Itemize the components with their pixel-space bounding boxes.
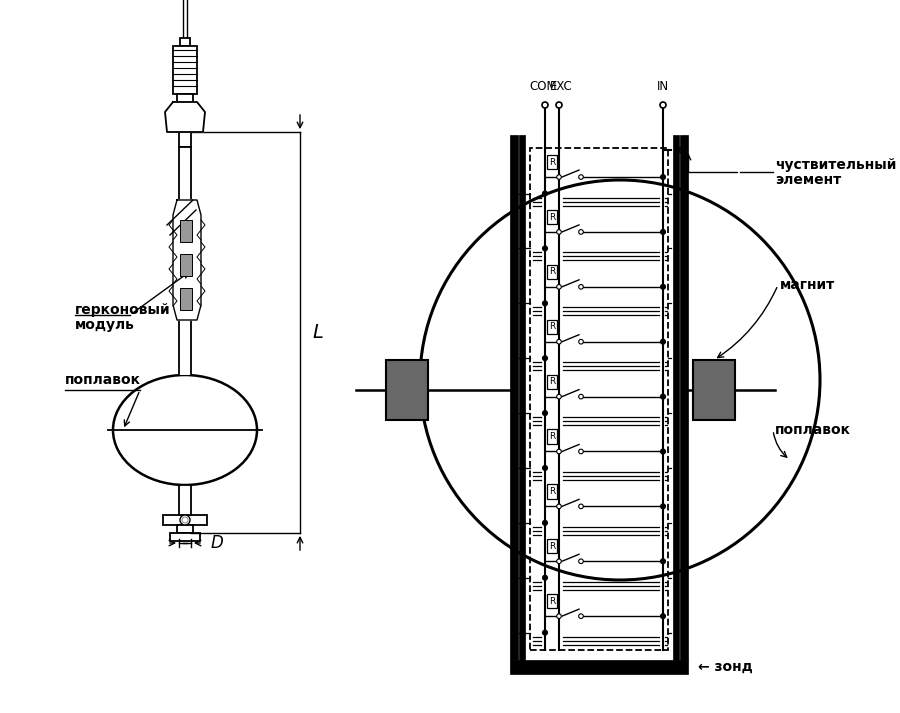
Circle shape — [543, 356, 547, 361]
Text: поплавок: поплавок — [775, 423, 851, 437]
Bar — [519, 135, 525, 660]
Text: R: R — [549, 597, 555, 606]
Bar — [173, 46, 197, 94]
Bar — [179, 132, 191, 147]
Bar — [386, 360, 428, 420]
Bar — [179, 267, 191, 375]
Text: R: R — [549, 322, 555, 332]
Bar — [547, 374, 557, 389]
Bar — [163, 515, 207, 525]
Circle shape — [557, 504, 562, 508]
Circle shape — [579, 394, 583, 399]
Bar — [179, 147, 191, 267]
Circle shape — [557, 614, 562, 618]
Circle shape — [543, 246, 547, 251]
Circle shape — [557, 339, 562, 344]
Text: R: R — [549, 432, 555, 441]
Circle shape — [661, 559, 665, 564]
Bar — [510, 660, 688, 674]
Circle shape — [557, 230, 562, 235]
Circle shape — [661, 614, 665, 619]
Bar — [180, 254, 192, 276]
Text: R: R — [549, 487, 555, 496]
Circle shape — [180, 515, 190, 525]
Circle shape — [543, 301, 547, 306]
Text: R: R — [549, 158, 555, 167]
Bar — [177, 94, 193, 102]
Text: элемент: элемент — [775, 173, 842, 187]
Circle shape — [661, 504, 665, 509]
Circle shape — [557, 394, 562, 399]
Text: D: D — [211, 534, 224, 552]
Circle shape — [557, 175, 562, 180]
Bar — [673, 135, 679, 660]
Text: модуль: модуль — [75, 318, 135, 332]
Circle shape — [543, 630, 547, 635]
Polygon shape — [173, 200, 201, 320]
Bar — [510, 135, 518, 660]
Text: R: R — [549, 267, 555, 277]
Circle shape — [556, 102, 562, 108]
Circle shape — [420, 180, 820, 580]
Bar — [180, 220, 192, 242]
Circle shape — [543, 575, 547, 580]
Bar — [547, 210, 557, 224]
Circle shape — [557, 284, 562, 289]
Circle shape — [660, 102, 666, 108]
Circle shape — [579, 449, 583, 453]
Ellipse shape — [113, 375, 257, 485]
Circle shape — [182, 517, 188, 523]
Circle shape — [579, 339, 583, 344]
Circle shape — [661, 175, 665, 180]
Polygon shape — [165, 102, 205, 132]
Circle shape — [661, 230, 665, 235]
Text: EXC: EXC — [550, 80, 572, 93]
Circle shape — [543, 520, 547, 525]
Circle shape — [661, 449, 665, 454]
Circle shape — [579, 230, 583, 235]
Circle shape — [661, 394, 665, 399]
Circle shape — [579, 175, 583, 180]
Bar — [547, 265, 557, 279]
Circle shape — [579, 614, 583, 618]
Text: герконовый: герконовый — [75, 303, 171, 317]
Text: COM: COM — [529, 80, 557, 93]
Circle shape — [579, 559, 583, 563]
Text: магнит: магнит — [780, 278, 835, 292]
Circle shape — [543, 411, 547, 416]
Bar — [547, 155, 557, 169]
Bar — [177, 525, 193, 533]
Bar — [530, 148, 668, 650]
Bar — [547, 429, 557, 443]
Circle shape — [543, 466, 547, 471]
Bar — [179, 485, 191, 515]
Bar — [180, 288, 192, 310]
Bar — [170, 533, 200, 541]
Bar — [547, 539, 557, 553]
Text: поплавок: поплавок — [65, 373, 141, 387]
Bar — [680, 135, 688, 660]
Bar — [180, 38, 190, 46]
Text: R: R — [549, 212, 555, 222]
Circle shape — [579, 504, 583, 508]
Text: ← зонд: ← зонд — [698, 660, 752, 674]
Bar — [547, 594, 557, 608]
Bar — [693, 360, 735, 420]
Bar — [547, 484, 557, 498]
Circle shape — [543, 191, 547, 196]
Circle shape — [557, 449, 562, 453]
Circle shape — [579, 284, 583, 289]
Text: R: R — [549, 542, 555, 551]
Circle shape — [542, 102, 548, 108]
Bar — [547, 319, 557, 334]
Text: IN: IN — [657, 80, 669, 93]
Circle shape — [557, 559, 562, 563]
Text: R: R — [549, 377, 555, 386]
Circle shape — [661, 339, 665, 344]
Text: L: L — [312, 323, 323, 342]
Text: чуствительный: чуствительный — [775, 158, 896, 172]
Circle shape — [661, 284, 665, 289]
